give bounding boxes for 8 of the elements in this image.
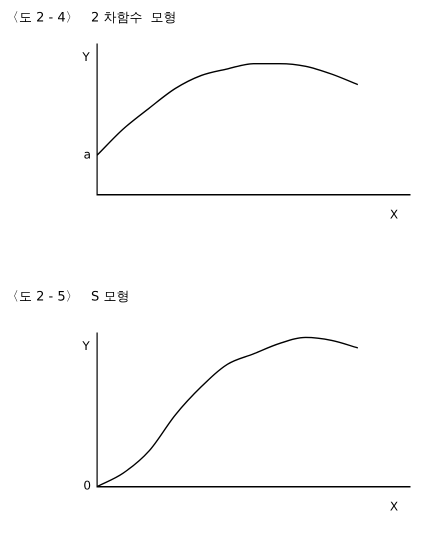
chart-title: 〈도 2 - 4〉 2 차함수 모형 <box>6 10 177 26</box>
chart-title: 〈도 2 - 5〉 S 모형 <box>6 289 130 304</box>
text: a <box>84 147 91 162</box>
x-axis-title: X <box>390 208 398 222</box>
y-axis-title: Y <box>81 50 90 64</box>
y-axis-title: Y <box>81 339 90 354</box>
x-axis-title: X <box>390 500 398 514</box>
text: 0 <box>83 478 91 493</box>
